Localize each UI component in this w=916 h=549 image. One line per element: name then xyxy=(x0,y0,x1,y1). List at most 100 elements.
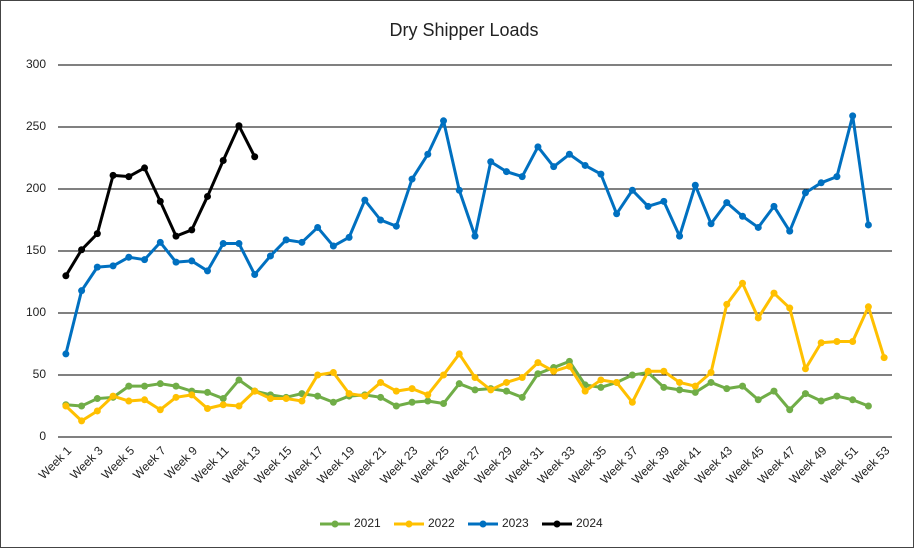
point-marker xyxy=(377,378,385,386)
point-marker xyxy=(565,150,573,158)
point-marker xyxy=(786,406,794,414)
series-line xyxy=(64,114,870,355)
point-marker xyxy=(314,223,322,231)
point-marker xyxy=(141,382,149,390)
legend-marker xyxy=(331,520,339,528)
point-marker xyxy=(534,370,542,378)
point-marker xyxy=(613,210,621,218)
point-marker xyxy=(298,238,306,246)
point-marker xyxy=(345,233,353,241)
point-marker xyxy=(628,186,636,194)
point-marker xyxy=(550,367,558,375)
point-marker xyxy=(408,398,416,406)
point-marker xyxy=(298,397,306,405)
point-marker xyxy=(471,373,479,381)
point-marker xyxy=(581,387,589,395)
point-marker xyxy=(676,378,684,386)
point-marker xyxy=(723,199,731,207)
point-marker xyxy=(93,395,101,403)
point-marker xyxy=(849,112,857,120)
point-marker xyxy=(62,272,70,280)
point-marker xyxy=(62,402,70,410)
point-marker xyxy=(581,161,589,169)
point-marker xyxy=(691,388,699,396)
point-marker xyxy=(707,378,715,386)
point-marker xyxy=(424,391,432,399)
point-marker xyxy=(786,227,794,235)
point-marker xyxy=(660,197,668,205)
point-marker xyxy=(817,179,825,187)
point-marker xyxy=(471,232,479,240)
point-marker xyxy=(770,202,778,210)
y-tick-label: 200 xyxy=(26,181,46,195)
legend-marker xyxy=(405,520,413,528)
y-tick-label: 0 xyxy=(39,429,46,443)
point-marker xyxy=(377,393,385,401)
point-marker xyxy=(219,240,227,248)
point-marker xyxy=(613,378,621,386)
point-marker xyxy=(487,158,495,166)
point-marker xyxy=(644,202,652,210)
point-marker xyxy=(754,223,762,231)
point-marker xyxy=(801,189,809,197)
point-marker xyxy=(801,390,809,398)
point-marker xyxy=(251,271,259,279)
point-marker xyxy=(502,387,510,395)
point-marker xyxy=(739,279,747,287)
legend-label: 2021 xyxy=(354,516,381,530)
point-marker xyxy=(723,300,731,308)
legend-label: 2023 xyxy=(502,516,529,530)
point-marker xyxy=(849,338,857,346)
point-marker xyxy=(93,263,101,271)
point-marker xyxy=(424,150,432,158)
point-marker xyxy=(266,395,274,403)
point-marker xyxy=(251,153,259,161)
point-marker xyxy=(597,376,605,384)
point-marker xyxy=(455,186,463,194)
point-marker xyxy=(172,382,180,390)
point-marker xyxy=(203,388,211,396)
point-marker xyxy=(345,390,353,398)
point-marker xyxy=(203,404,211,412)
point-marker xyxy=(455,380,463,388)
point-marker xyxy=(707,220,715,228)
point-marker xyxy=(172,232,180,240)
legend-marker xyxy=(553,520,561,528)
point-marker xyxy=(235,240,243,248)
chart-title: Dry Shipper Loads xyxy=(389,20,538,40)
series-line xyxy=(65,359,869,412)
point-marker xyxy=(770,387,778,395)
y-tick-label: 100 xyxy=(26,305,46,319)
legend-marker xyxy=(479,520,487,528)
point-marker xyxy=(880,354,888,362)
point-marker xyxy=(550,163,558,171)
point-marker xyxy=(534,359,542,367)
point-marker xyxy=(78,417,86,425)
point-marker xyxy=(109,262,117,270)
point-marker xyxy=(392,387,400,395)
point-marker xyxy=(314,392,322,400)
point-marker xyxy=(628,371,636,379)
point-marker xyxy=(565,362,573,370)
point-marker xyxy=(109,392,117,400)
point-marker xyxy=(864,303,872,311)
legend-label: 2024 xyxy=(576,516,603,530)
point-marker xyxy=(660,367,668,375)
point-marker xyxy=(188,257,196,265)
y-tick-label: 300 xyxy=(26,57,46,71)
point-marker xyxy=(565,357,573,365)
point-marker xyxy=(786,304,794,312)
point-marker xyxy=(502,168,510,176)
point-marker xyxy=(707,369,715,377)
point-marker xyxy=(597,170,605,178)
point-marker xyxy=(739,382,747,390)
point-marker xyxy=(691,382,699,390)
point-marker xyxy=(188,391,196,399)
point-marker xyxy=(219,401,227,409)
point-marker xyxy=(424,397,432,405)
point-marker xyxy=(156,197,164,205)
point-marker xyxy=(62,350,70,358)
point-marker xyxy=(487,386,495,394)
point-marker xyxy=(597,383,605,391)
